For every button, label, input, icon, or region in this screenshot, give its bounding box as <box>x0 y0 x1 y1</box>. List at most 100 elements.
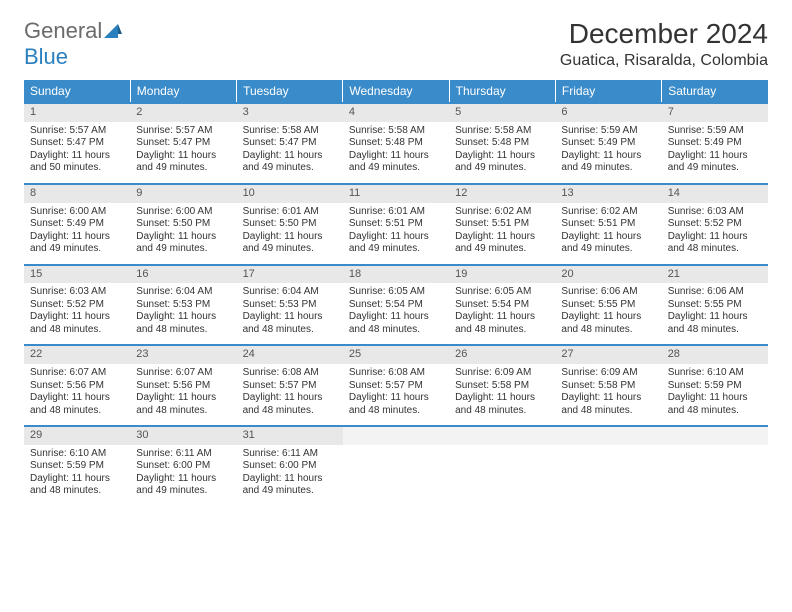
calendar-cell: 1Sunrise: 5:57 AMSunset: 5:47 PMDaylight… <box>24 103 130 184</box>
daylight-text: and 49 minutes. <box>455 162 549 175</box>
sunset-text: Sunset: 5:59 PM <box>668 380 762 393</box>
calendar-row: 1Sunrise: 5:57 AMSunset: 5:47 PMDaylight… <box>24 103 768 184</box>
sunset-text: Sunset: 5:56 PM <box>30 380 124 393</box>
logo-text-sub: Blue <box>24 44 68 69</box>
daylight-text: Daylight: 11 hours <box>30 311 124 324</box>
calendar-cell: 3Sunrise: 5:58 AMSunset: 5:47 PMDaylight… <box>237 103 343 184</box>
calendar-cell: 25Sunrise: 6:08 AMSunset: 5:57 PMDayligh… <box>343 345 449 426</box>
sunset-text: Sunset: 6:00 PM <box>136 460 230 473</box>
sunset-text: Sunset: 5:49 PM <box>561 137 655 150</box>
sunrise-text: Sunrise: 6:09 AM <box>455 367 549 380</box>
daylight-text: and 49 minutes. <box>561 243 655 256</box>
day-number: 11 <box>343 185 449 203</box>
day-number: 1 <box>24 104 130 122</box>
cell-body: Sunrise: 6:05 AMSunset: 5:54 PMDaylight:… <box>449 283 555 344</box>
daylight-text: Daylight: 11 hours <box>136 392 230 405</box>
daylight-text: and 49 minutes. <box>136 162 230 175</box>
sunset-text: Sunset: 5:56 PM <box>136 380 230 393</box>
daylight-text: and 49 minutes. <box>243 243 337 256</box>
cell-body: Sunrise: 6:10 AMSunset: 5:59 PMDaylight:… <box>24 445 130 506</box>
day-number: 6 <box>555 104 661 122</box>
sunrise-text: Sunrise: 6:01 AM <box>349 206 443 219</box>
calendar-cell: 29Sunrise: 6:10 AMSunset: 5:59 PMDayligh… <box>24 426 130 506</box>
cell-body: Sunrise: 6:00 AMSunset: 5:50 PMDaylight:… <box>130 203 236 264</box>
sunrise-text: Sunrise: 6:07 AM <box>30 367 124 380</box>
cell-body: Sunrise: 5:57 AMSunset: 5:47 PMDaylight:… <box>130 122 236 183</box>
sunrise-text: Sunrise: 6:07 AM <box>136 367 230 380</box>
cell-body: Sunrise: 6:06 AMSunset: 5:55 PMDaylight:… <box>662 283 768 344</box>
sunrise-text: Sunrise: 6:05 AM <box>349 286 443 299</box>
day-number: 25 <box>343 346 449 364</box>
day-header-thu: Thursday <box>449 80 555 103</box>
sunrise-text: Sunrise: 6:06 AM <box>668 286 762 299</box>
sunrise-text: Sunrise: 6:00 AM <box>136 206 230 219</box>
day-number <box>449 427 555 445</box>
month-title: December 2024 <box>560 18 768 50</box>
day-number: 3 <box>237 104 343 122</box>
sunrise-text: Sunrise: 6:11 AM <box>136 448 230 461</box>
daylight-text: Daylight: 11 hours <box>455 150 549 163</box>
cell-body: Sunrise: 5:57 AMSunset: 5:47 PMDaylight:… <box>24 122 130 183</box>
day-header-sun: Sunday <box>24 80 130 103</box>
daylight-text: and 48 minutes. <box>136 324 230 337</box>
calendar-cell: 8Sunrise: 6:00 AMSunset: 5:49 PMDaylight… <box>24 184 130 265</box>
sunset-text: Sunset: 5:54 PM <box>349 299 443 312</box>
calendar-row: 29Sunrise: 6:10 AMSunset: 5:59 PMDayligh… <box>24 426 768 506</box>
sunrise-text: Sunrise: 6:04 AM <box>243 286 337 299</box>
daylight-text: Daylight: 11 hours <box>349 150 443 163</box>
calendar-cell <box>662 426 768 506</box>
calendar-cell: 10Sunrise: 6:01 AMSunset: 5:50 PMDayligh… <box>237 184 343 265</box>
day-number: 9 <box>130 185 236 203</box>
sunset-text: Sunset: 5:52 PM <box>668 218 762 231</box>
sunrise-text: Sunrise: 6:03 AM <box>30 286 124 299</box>
daylight-text: Daylight: 11 hours <box>561 150 655 163</box>
calendar-row: 15Sunrise: 6:03 AMSunset: 5:52 PMDayligh… <box>24 265 768 346</box>
daylight-text: and 48 minutes. <box>349 324 443 337</box>
calendar-cell <box>555 426 661 506</box>
cell-body: Sunrise: 6:00 AMSunset: 5:49 PMDaylight:… <box>24 203 130 264</box>
calendar-cell: 16Sunrise: 6:04 AMSunset: 5:53 PMDayligh… <box>130 265 236 346</box>
title-block: December 2024 Guatica, Risaralda, Colomb… <box>560 18 768 70</box>
day-header-wed: Wednesday <box>343 80 449 103</box>
daylight-text: Daylight: 11 hours <box>30 392 124 405</box>
day-number: 10 <box>237 185 343 203</box>
calendar-cell: 23Sunrise: 6:07 AMSunset: 5:56 PMDayligh… <box>130 345 236 426</box>
sunrise-text: Sunrise: 6:01 AM <box>243 206 337 219</box>
sunset-text: Sunset: 5:52 PM <box>30 299 124 312</box>
calendar-cell: 28Sunrise: 6:10 AMSunset: 5:59 PMDayligh… <box>662 345 768 426</box>
sunrise-text: Sunrise: 6:06 AM <box>561 286 655 299</box>
calendar-cell: 30Sunrise: 6:11 AMSunset: 6:00 PMDayligh… <box>130 426 236 506</box>
cell-body: Sunrise: 6:07 AMSunset: 5:56 PMDaylight:… <box>24 364 130 425</box>
sunrise-text: Sunrise: 6:00 AM <box>30 206 124 219</box>
sail-icon <box>104 25 122 42</box>
calendar-cell: 31Sunrise: 6:11 AMSunset: 6:00 PMDayligh… <box>237 426 343 506</box>
sunset-text: Sunset: 5:53 PM <box>243 299 337 312</box>
sunrise-text: Sunrise: 5:58 AM <box>243 125 337 138</box>
daylight-text: Daylight: 11 hours <box>455 231 549 244</box>
location: Guatica, Risaralda, Colombia <box>560 52 768 70</box>
calendar-cell: 13Sunrise: 6:02 AMSunset: 5:51 PMDayligh… <box>555 184 661 265</box>
daylight-text: and 48 minutes. <box>455 324 549 337</box>
daylight-text: and 48 minutes. <box>243 324 337 337</box>
daylight-text: Daylight: 11 hours <box>30 150 124 163</box>
calendar-cell: 20Sunrise: 6:06 AMSunset: 5:55 PMDayligh… <box>555 265 661 346</box>
sunrise-text: Sunrise: 5:57 AM <box>136 125 230 138</box>
calendar-cell: 17Sunrise: 6:04 AMSunset: 5:53 PMDayligh… <box>237 265 343 346</box>
sunset-text: Sunset: 5:47 PM <box>243 137 337 150</box>
day-number: 19 <box>449 266 555 284</box>
cell-body: Sunrise: 5:59 AMSunset: 5:49 PMDaylight:… <box>555 122 661 183</box>
daylight-text: Daylight: 11 hours <box>136 150 230 163</box>
daylight-text: Daylight: 11 hours <box>561 392 655 405</box>
daylight-text: and 49 minutes. <box>243 162 337 175</box>
cell-body: Sunrise: 6:11 AMSunset: 6:00 PMDaylight:… <box>237 445 343 506</box>
cell-body: Sunrise: 5:58 AMSunset: 5:47 PMDaylight:… <box>237 122 343 183</box>
cell-body: Sunrise: 6:11 AMSunset: 6:00 PMDaylight:… <box>130 445 236 506</box>
calendar-table: Sunday Monday Tuesday Wednesday Thursday… <box>24 80 768 506</box>
day-number: 7 <box>662 104 768 122</box>
cell-body: Sunrise: 6:08 AMSunset: 5:57 PMDaylight:… <box>237 364 343 425</box>
calendar-cell: 7Sunrise: 5:59 AMSunset: 5:49 PMDaylight… <box>662 103 768 184</box>
sunrise-text: Sunrise: 5:58 AM <box>455 125 549 138</box>
cell-body: Sunrise: 6:08 AMSunset: 5:57 PMDaylight:… <box>343 364 449 425</box>
calendar-cell: 22Sunrise: 6:07 AMSunset: 5:56 PMDayligh… <box>24 345 130 426</box>
daylight-text: Daylight: 11 hours <box>243 311 337 324</box>
